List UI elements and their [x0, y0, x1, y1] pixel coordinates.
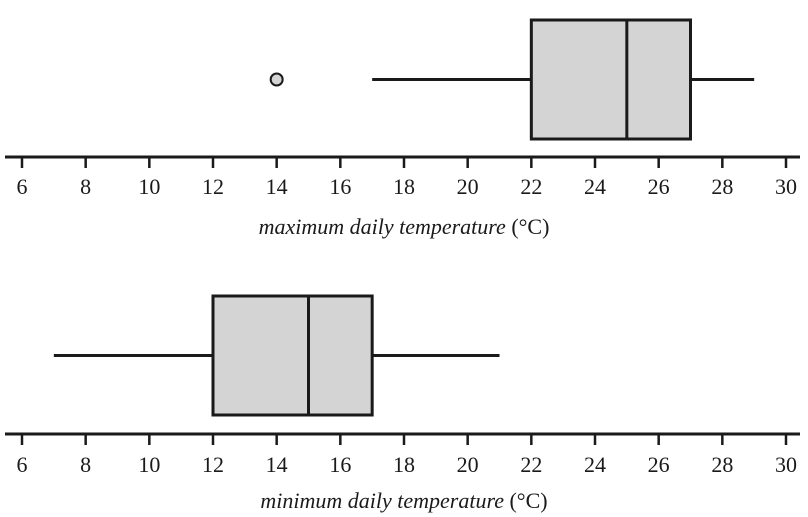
- x-axis-label-unit: (°C): [506, 214, 550, 239]
- x-tick-label: 30: [775, 174, 797, 199]
- outlier-point: [269, 72, 284, 87]
- x-tick-label: 20: [457, 174, 479, 199]
- x-tick-label: 12: [202, 174, 224, 199]
- x-tick-label: 14: [266, 452, 288, 477]
- x-axis-label-quantity: minimum daily temperature: [260, 488, 504, 513]
- x-axis-label-quantity: maximum daily temperature: [259, 214, 506, 239]
- min-temperature-panel: 6 8 10 12 14 16 18 20 22 24 26 28 30 minimum daily te…: [5, 294, 800, 513]
- x-tick-label: 18: [393, 174, 415, 199]
- x-tick-label: 14: [266, 174, 288, 199]
- x-tick-label: 8: [80, 452, 91, 477]
- interquartile-box: [529, 18, 692, 141]
- x-tick-label: 10: [138, 174, 160, 199]
- x-tick-label: 26: [648, 174, 670, 199]
- x-axis-label-unit: (°C): [504, 488, 548, 513]
- x-tick-label: 22: [520, 174, 542, 199]
- x-tick-label: 6: [17, 174, 28, 199]
- x-tick-label: 6: [17, 452, 28, 477]
- x-tick-label: 30: [775, 452, 797, 477]
- x-tick-label: 28: [711, 452, 733, 477]
- x-tick-label: 24: [584, 452, 606, 477]
- x-axis-label: minimum daily temperature (°C): [260, 488, 547, 513]
- x-tick-label: 10: [138, 452, 160, 477]
- x-tick-label: 16: [329, 452, 351, 477]
- x-tick-label: 18: [393, 452, 415, 477]
- x-tick-label: 8: [80, 174, 91, 199]
- interquartile-box: [211, 294, 374, 417]
- max-temperature-panel: 6 8 10 12 14 16 18 20 22 24 26 28 30 maximum daily te…: [5, 18, 800, 239]
- x-tick-label: 12: [202, 452, 224, 477]
- x-tick-label: 16: [329, 174, 351, 199]
- x-tick-label: 26: [648, 452, 670, 477]
- x-tick-label: 28: [711, 174, 733, 199]
- x-tick-label: 24: [584, 174, 606, 199]
- x-tick-label: 20: [457, 452, 479, 477]
- x-axis-label: maximum daily temperature (°C): [259, 214, 550, 239]
- x-tick-label: 22: [520, 452, 542, 477]
